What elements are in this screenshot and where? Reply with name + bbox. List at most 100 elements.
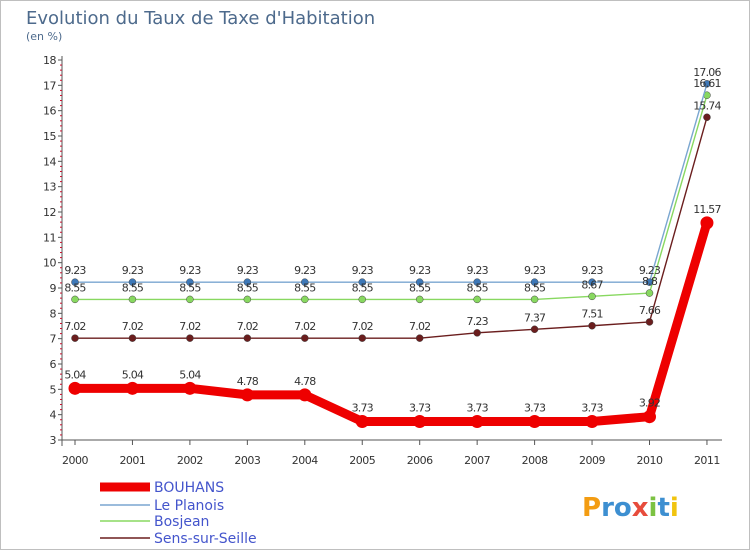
y-tick-label: 11 — [43, 231, 56, 244]
data-point-le-planois — [588, 278, 596, 286]
legend-label-bosjean: Bosjean — [154, 514, 209, 530]
y-tick-label: 16 — [43, 105, 56, 118]
series-layer — [68, 80, 714, 429]
data-label-le-planois: 9.23 — [639, 264, 661, 277]
data-point-bosjean — [71, 295, 79, 304]
y-tick-label: 4 — [50, 409, 57, 422]
legend-label-bouhans: BOUHANS — [154, 480, 224, 496]
y-tick-label: 18 — [43, 54, 56, 67]
axes: 3 4 5 6 7 8 9 10 11 12 13 14 15 16 17 18 2000 2001 2002 200… — [43, 54, 722, 467]
data-label-le-planois: 9.23 — [581, 264, 603, 277]
data-label-bosjean: 8.55 — [179, 281, 201, 294]
data-label-bouhans: 5.04 — [122, 368, 144, 381]
data-label-sens-sur-seille: 7.02 — [352, 320, 373, 333]
data-label-sens-sur-seille: 7.66 — [639, 304, 661, 317]
data-point-bouhans — [125, 381, 139, 395]
y-tick-label: 12 — [43, 206, 56, 219]
data-point-sens-sur-seille — [71, 334, 79, 342]
data-label-le-planois: 9.23 — [122, 264, 144, 277]
data-label-le-planois: 9.23 — [524, 264, 546, 277]
data-point-sens-sur-seille — [243, 334, 252, 342]
data-point-bosjean — [358, 295, 366, 304]
data-label-le-planois: 9.23 — [237, 264, 259, 277]
y-tick-label: 13 — [43, 181, 56, 194]
data-label-bosjean: 8.8 — [642, 275, 658, 288]
data-label-bosjean: 8.55 — [409, 281, 431, 294]
data-point-le-planois — [186, 278, 194, 286]
data-label-sens-sur-seille: 7.02 — [237, 320, 258, 333]
data-label-sens-sur-seille: 7.02 — [122, 320, 143, 333]
data-label-le-planois: 17.06 — [693, 66, 721, 79]
data-label-sens-sur-seille: 7.23 — [467, 315, 489, 328]
data-point-sens-sur-seille — [473, 329, 481, 337]
x-tick-label: 2002 — [177, 454, 203, 467]
data-label-bouhans: 5.04 — [64, 368, 86, 381]
data-point-bosjean — [530, 295, 539, 304]
data-label-bouhans: 3.73 — [409, 402, 431, 415]
logo-letter: r — [601, 493, 614, 523]
data-label-bosjean: 8.55 — [352, 281, 374, 294]
data-point-bouhans — [183, 381, 197, 395]
legend-label-sens-sur-seille: Sens-sur-Seille — [154, 531, 257, 547]
chart-subtitle: (en %) — [26, 30, 62, 43]
data-label-bosjean: 8.67 — [581, 278, 603, 291]
data-label-sens-sur-seille: 7.02 — [294, 320, 315, 333]
data-label-sens-sur-seille: 7.37 — [524, 311, 546, 324]
data-label-le-planois: 9.23 — [294, 264, 316, 277]
data-point-sens-sur-seille — [186, 334, 194, 342]
data-point-sens-sur-seille — [301, 334, 309, 342]
data-point-le-planois — [243, 278, 252, 286]
data-label-bosjean: 8.55 — [524, 281, 546, 294]
data-point-bosjean — [301, 295, 309, 304]
data-label-sens-sur-seille: 15.74 — [693, 99, 721, 112]
chart-title: Evolution du Taux de Taxe d'Habitation — [26, 8, 375, 29]
x-tick-label: 2001 — [119, 454, 145, 467]
legend-label-le-planois: Le Planois — [154, 498, 224, 514]
data-point-le-planois — [473, 278, 481, 286]
logo-letter: o — [614, 493, 632, 523]
data-point-sens-sur-seille — [588, 321, 596, 330]
data-point-le-planois — [645, 278, 654, 286]
data-point-bouhans — [413, 415, 427, 429]
data-point-le-planois — [71, 278, 79, 286]
data-point-bouhans — [355, 415, 369, 429]
data-label-sens-sur-seille: 7.02 — [179, 320, 200, 333]
data-label-bouhans: 4.78 — [237, 375, 259, 388]
data-point-bosjean — [243, 295, 252, 304]
x-tick-label: 2003 — [234, 454, 260, 467]
data-point-le-planois — [703, 80, 711, 88]
data-label-bosjean: 8.55 — [294, 281, 316, 294]
y-tick-label: 15 — [43, 130, 56, 143]
x-tick-label: 2011 — [694, 454, 720, 467]
y-tick-label: 17 — [43, 79, 56, 92]
x-tick-label: 2005 — [349, 454, 375, 467]
data-label-sens-sur-seille: 7.51 — [581, 308, 602, 321]
series-line-bouhans — [70, 218, 712, 427]
data-label-le-planois: 9.23 — [64, 264, 86, 277]
x-tick-label: 2000 — [62, 454, 88, 467]
data-label-le-planois: 9.23 — [352, 264, 374, 277]
data-point-sens-sur-seille — [645, 318, 654, 326]
data-label-bouhans: 3.73 — [524, 402, 546, 415]
data-label-bouhans: 4.78 — [294, 375, 316, 388]
data-point-le-planois — [301, 278, 309, 286]
data-point-bouhans — [643, 410, 656, 424]
logo-letter: P — [582, 493, 601, 523]
y-tick-label: 7 — [50, 333, 57, 346]
data-label-bouhans: 3.73 — [581, 402, 603, 415]
logo-letter: t — [657, 493, 669, 523]
logo-letter: i — [649, 493, 658, 523]
data-point-le-planois — [415, 278, 424, 286]
proxiti-logo: Proxiti — [582, 493, 679, 523]
logo-letter: i — [670, 493, 679, 523]
data-point-bosjean — [128, 295, 137, 304]
data-point-sens-sur-seille — [358, 334, 366, 342]
data-point-bouhans — [700, 216, 714, 230]
data-point-bosjean — [473, 295, 481, 304]
data-label-bosjean: 8.55 — [64, 281, 86, 294]
data-labels-layer: 7.02 7.02 7.02 7.02 7.02 7.02 7.02 7.23 7.37 7.51… — [64, 66, 722, 415]
data-label-bouhans: 5.04 — [179, 368, 201, 381]
data-label-sens-sur-seille: 7.02 — [64, 320, 85, 333]
